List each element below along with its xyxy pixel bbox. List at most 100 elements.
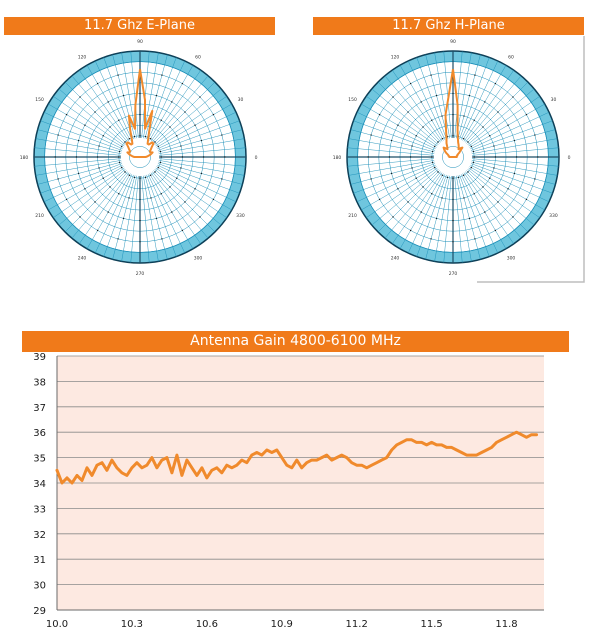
polar-dot <box>118 161 121 164</box>
gain-data-point <box>490 446 493 449</box>
polar-dot <box>433 145 436 148</box>
x-tick-label: 11.8 <box>495 619 517 630</box>
polar-dot <box>370 178 372 180</box>
polar-angle-label: 300 <box>194 255 203 261</box>
polar-dot <box>409 229 412 232</box>
polar-spoke <box>103 174 134 257</box>
polar-dot <box>118 119 120 121</box>
gain-data-point <box>280 456 283 459</box>
polar-spoke <box>144 175 168 260</box>
polar-spoke <box>434 175 450 262</box>
polar-spoke <box>34 158 122 167</box>
polar-dot <box>176 177 178 179</box>
polar-dot <box>124 141 126 143</box>
polar-dot <box>194 188 196 190</box>
polar-dot <box>370 134 372 136</box>
polar-dot <box>77 139 80 142</box>
polar-dot <box>176 135 178 137</box>
gain-data-point <box>460 451 463 454</box>
polar-ring <box>129 146 151 168</box>
polar-dot <box>525 113 528 116</box>
polar-spoke <box>407 60 446 140</box>
polar-dot <box>411 145 413 147</box>
gain-data-point <box>290 466 293 469</box>
polar-spoke <box>471 147 559 156</box>
gain-data-point <box>355 464 358 467</box>
polar-dot <box>390 139 393 142</box>
polar-dot <box>161 238 163 240</box>
polar-dot <box>473 156 475 158</box>
polar-dot <box>96 229 99 232</box>
y-tick-label: 34 <box>33 479 46 490</box>
y-tick-label: 39 <box>33 352 46 363</box>
polar-dot <box>118 150 121 153</box>
polar-angle-label: 210 <box>35 213 44 219</box>
gain-data-point <box>395 443 398 447</box>
polar-dot <box>118 193 120 195</box>
polar-dot <box>397 124 399 126</box>
y-tick-label: 36 <box>33 428 46 439</box>
polar-dot <box>452 135 454 137</box>
polar-dot <box>180 167 182 169</box>
polar-dot <box>139 219 141 222</box>
polar-dot <box>392 96 394 98</box>
polar-dot <box>120 166 123 169</box>
polar-dot <box>467 171 469 173</box>
polar-dot <box>199 96 201 98</box>
gain-data-point <box>205 476 209 480</box>
polar-spoke <box>37 161 122 185</box>
polar-dot <box>84 188 86 190</box>
polar-spoke <box>399 65 444 141</box>
polar-dot <box>128 137 131 140</box>
polar-spoke <box>48 103 124 148</box>
gain-data-point <box>465 453 468 457</box>
gain-data-point <box>210 469 214 472</box>
gain-data-point <box>375 461 378 464</box>
polar-angle-label: 60 <box>508 55 514 61</box>
polar-dot <box>150 197 152 199</box>
polar-dot <box>139 198 141 201</box>
polar-spoke <box>157 120 240 151</box>
polar-dot <box>144 176 147 179</box>
gain-data-point <box>335 456 338 459</box>
polar-dot <box>202 156 205 158</box>
polar-ring <box>442 146 464 168</box>
polar-dot <box>474 238 476 240</box>
polar-dot <box>159 150 162 153</box>
polar-dot <box>452 198 454 201</box>
polar-spoke <box>470 164 550 203</box>
polar-dot <box>54 156 56 158</box>
polar-angle-label: 300 <box>507 255 516 261</box>
polar-dot <box>407 111 409 113</box>
polar-dot <box>224 156 226 158</box>
polar-spoke <box>158 129 243 153</box>
polar-dot <box>159 161 162 164</box>
gain-data-point <box>410 438 413 442</box>
polar-spoke <box>467 169 535 226</box>
polar-dot <box>390 172 393 175</box>
polar-spoke <box>399 173 444 249</box>
polar-dot <box>133 135 136 138</box>
polar-angle-label: 330 <box>236 213 245 219</box>
polar-dot <box>433 166 436 169</box>
gain-data-point <box>195 474 199 477</box>
y-tick-label: 30 <box>33 581 46 592</box>
gain-data-point <box>270 451 273 454</box>
polar-spoke <box>79 172 130 244</box>
polar-dot <box>160 193 162 195</box>
polar-dot <box>422 126 424 128</box>
polar-spoke <box>112 175 136 260</box>
polar-spoke <box>35 160 122 176</box>
polar-spoke <box>58 88 126 145</box>
polar-spoke <box>454 175 463 263</box>
gain-data-point <box>255 451 258 454</box>
polar-dot <box>128 174 131 177</box>
x-tick-label: 11.5 <box>420 619 442 630</box>
polar-spoke <box>112 54 136 139</box>
polar-spoke <box>425 175 449 260</box>
x-tick-label: 10.9 <box>271 619 293 630</box>
polar-spoke <box>158 161 243 185</box>
polar-dot <box>462 174 465 177</box>
polar-spoke <box>40 120 123 151</box>
